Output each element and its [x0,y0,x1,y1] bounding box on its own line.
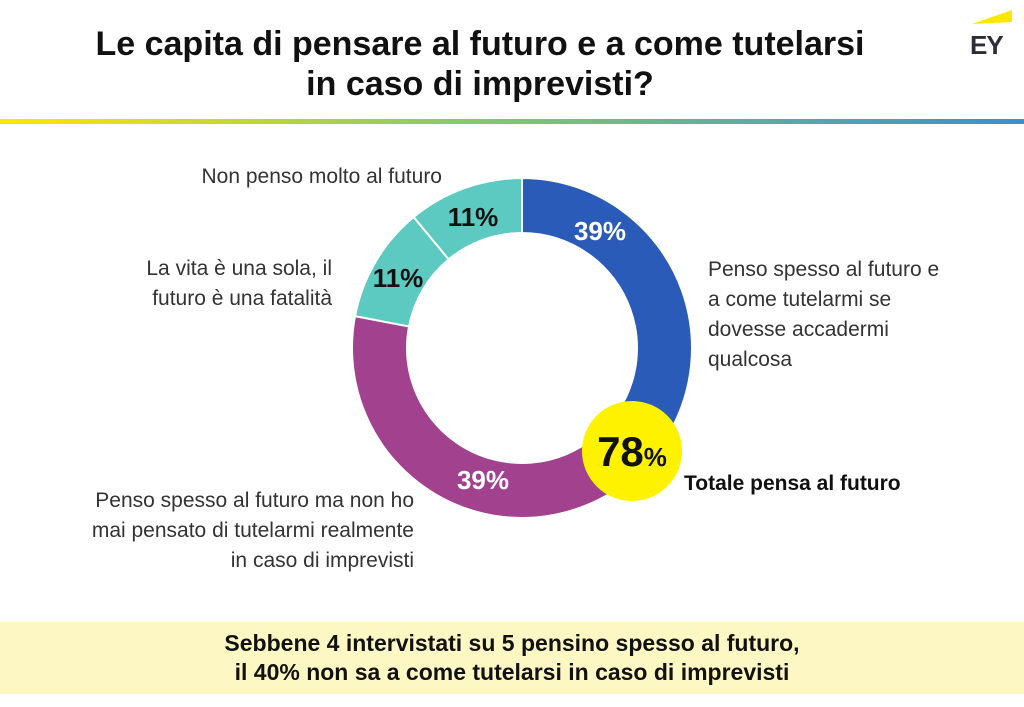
title-line-1: Le capita di pensare al futuro e a come … [95,25,865,63]
slice-label-vita-una-sola: La vita è una sola, il futuro è una fata… [146,257,332,310]
slice-non-penso-percent: 11% [448,202,499,232]
slice-label-spesso-non-tutelato: Penso spesso al futuro ma non ho mai pen… [91,489,414,572]
ey-logo-text: EY [970,30,1004,60]
ey-logo-beam-icon [972,10,1012,24]
total-percent: 78% [597,428,667,475]
footer-line-2: il 40% non sa a come tutelarsi in caso d… [234,659,790,685]
header-divider [0,119,1024,124]
slice-label-spesso-tutelarmi: Penso spesso al futuro e a come tutelarm… [708,258,940,371]
footer-banner: Sebbene 4 intervistati su 5 pensino spes… [0,622,1024,694]
total-label: Totale pensa al futuro [684,472,901,495]
slice-spesso-non-tutelato [351,314,632,519]
slice-spesso-non-tutelato-percent: 39% [457,465,509,495]
total-bubble [582,401,682,501]
page-title: Le capita di pensare al futuro e a come … [0,24,960,104]
footer-line-1: Sebbene 4 intervistati su 5 pensino spes… [224,630,800,656]
ey-logo: EY [966,8,1014,60]
slice-spesso-tutelarmi-percent: 39% [574,216,626,246]
slice-vita-una-sola-percent: 11% [373,263,424,293]
footer-text: Sebbene 4 intervistati su 5 pensino spes… [0,629,1024,687]
title-line-2: in caso di imprevisti? [306,65,654,103]
slice-label-non-penso: Non penso molto al futuro [201,165,442,188]
slice-non-penso [412,176,523,261]
